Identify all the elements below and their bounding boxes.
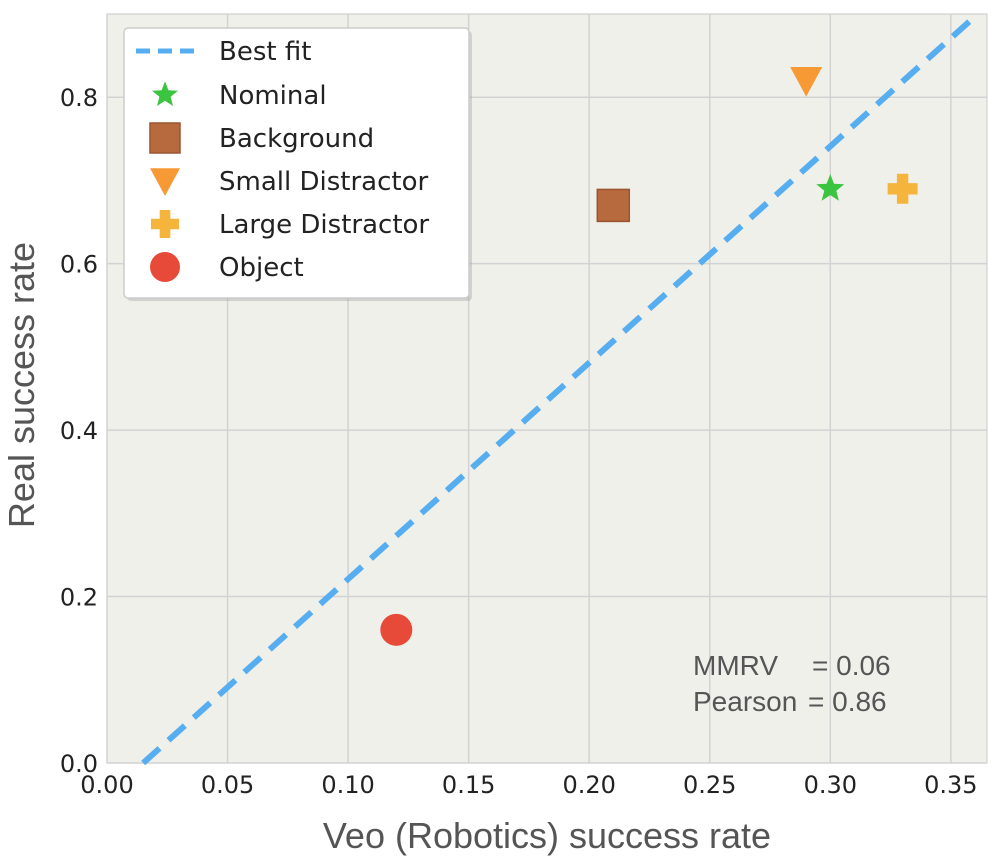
point-object xyxy=(380,613,413,646)
legend-label-background: Background xyxy=(219,124,374,154)
x-tick-label: 0.10 xyxy=(321,771,374,799)
x-tick-label: 0.20 xyxy=(562,771,615,799)
legend-marker-large-distractor xyxy=(151,210,179,238)
x-tick-label: 0.35 xyxy=(924,771,977,799)
x-tick-label: 0.15 xyxy=(442,771,495,799)
legend-label-object: Object xyxy=(219,253,304,283)
legend-label-small-distractor: Small Distractor xyxy=(219,167,428,197)
y-tick-label: 0.2 xyxy=(60,584,98,612)
legend-label-nominal: Nominal xyxy=(219,81,327,111)
x-tick-label: 0.00 xyxy=(80,771,133,799)
y-tick-label: 0.8 xyxy=(60,84,98,112)
legend-label-large-distractor: Large Distractor xyxy=(219,210,429,240)
legend-marker-object xyxy=(150,252,180,282)
x-tick-label: 0.30 xyxy=(804,771,857,799)
x-tick-label: 0.25 xyxy=(683,771,736,799)
y-tick-label: 0.4 xyxy=(60,417,98,445)
point-large-distractor xyxy=(887,173,918,204)
point-small-distractor xyxy=(790,66,823,97)
legend-marker-background xyxy=(149,122,181,154)
data-points xyxy=(380,66,918,646)
y-tick-label: 0.0 xyxy=(60,750,98,778)
x-axis-label: Veo (Robotics) success rate xyxy=(323,815,771,856)
legend-marker-small-distractor xyxy=(150,168,180,196)
legend: Best fit Nominal Background Small Distract… xyxy=(123,27,472,301)
pearson-label: Pearson xyxy=(693,686,797,717)
pearson-value: = 0.86 xyxy=(808,686,887,717)
best-fit-line xyxy=(141,11,980,766)
legend-box xyxy=(123,27,470,299)
legend-label-best-fit: Best fit xyxy=(219,37,311,67)
legend-marker-nominal xyxy=(152,81,178,106)
x-axis-ticks: 0.00 0.05 0.10 0.15 0.20 0.25 0.30 0.35 xyxy=(80,771,977,799)
point-background xyxy=(596,188,631,223)
mmrv-label: MMRV xyxy=(693,650,778,681)
point-nominal xyxy=(816,174,845,201)
y-axis-ticks: 0.0 0.2 0.4 0.6 0.8 xyxy=(60,84,98,778)
x-tick-label: 0.05 xyxy=(201,771,254,799)
y-tick-label: 0.6 xyxy=(60,251,98,279)
y-axis-label: Real success rate xyxy=(1,242,42,528)
mmrv-value: = 0.06 xyxy=(812,650,891,681)
